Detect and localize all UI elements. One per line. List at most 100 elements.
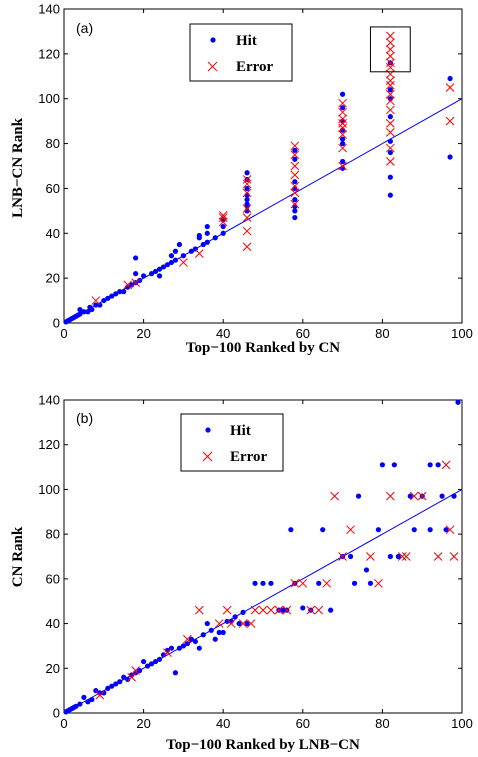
- chart-b-hit-point: [347, 553, 354, 560]
- chart-a-error-point: [338, 130, 347, 139]
- chart-a-hit-point: [244, 185, 250, 192]
- chart-b-error-point: [131, 666, 140, 675]
- chart-b-error-point: [274, 605, 284, 615]
- chart-b-hit-point: [427, 462, 433, 468]
- chart-b-hit-point: [435, 462, 441, 468]
- chart-b-hit-point: [252, 580, 258, 586]
- chart-a-error-point: [290, 181, 300, 191]
- chart-a-hit-point: [188, 248, 194, 254]
- chart-a-hit-point: [156, 273, 163, 279]
- chart-a-hit-point: [160, 264, 167, 270]
- chart-a-hit-point: [212, 235, 218, 241]
- chart-a-hit-point: [244, 170, 250, 176]
- chart-b-hit-point: [212, 636, 218, 642]
- chart-b-x-tick-label: 20: [136, 716, 150, 731]
- chart-a-error-point: [242, 242, 252, 252]
- chart-a-y-tick-label: 120: [38, 46, 60, 61]
- chart-b-error-point: [214, 619, 224, 628]
- chart-a-axes-frame: [63, 8, 463, 324]
- chart-b-hit-point: [77, 701, 83, 707]
- chart-a-hit-point: [172, 248, 179, 254]
- chart-b-x-axis-label: Top−100 Ranked by LNB−CN: [166, 737, 360, 753]
- chart-b-hit-point: [144, 663, 151, 669]
- chart-a-hit-point: [168, 259, 175, 266]
- chart-b-hit-point: [208, 627, 214, 633]
- chart-b-error-point: [409, 491, 419, 501]
- chart-a-error-point: [290, 170, 300, 180]
- chart-b-hit-point: [89, 696, 95, 703]
- chart-b-error-point: [417, 491, 427, 501]
- chart-a-error-point: [290, 141, 300, 151]
- chart-b-hit-point: [200, 632, 206, 638]
- chart-b-error-point: [449, 552, 459, 561]
- chart-a-hit-point: [387, 174, 393, 180]
- chart-b-hit-point: [101, 690, 107, 696]
- chart-a-hit-point: [200, 241, 206, 248]
- chart-a-hit-point: [176, 241, 183, 248]
- chart-b-x-tick-label: 80: [375, 716, 389, 731]
- chart-a-error-point: [290, 150, 300, 160]
- chart-a-x-tick-label: 0: [60, 326, 67, 341]
- chart-a-y-tick-label: 80: [46, 136, 60, 151]
- chart-a-error-point: [386, 128, 395, 137]
- chart-a-error-point: [445, 83, 455, 92]
- chart-b-x-tick-label: 60: [296, 716, 310, 731]
- chart-a-hit-point: [129, 282, 135, 288]
- chart-a-error-point: [338, 119, 347, 128]
- chart-a-error-point: [242, 188, 252, 198]
- chart-b: 0 20 40 60 80 100 0 20 40 60 80 100 120 140 (b) Hit E…: [10, 393, 473, 754]
- chart-a: 0 20 40 60 80 100 0 20 40 60 80 100 120 140 (a) Hit E…: [10, 2, 473, 357]
- chart-a-hit-point: [292, 214, 298, 221]
- chart-b-error-point: [258, 605, 268, 615]
- chart-a-error-point: [386, 62, 395, 72]
- chart-a-error-point: [386, 51, 395, 61]
- chart-a-hit-point: [340, 91, 346, 97]
- chart-b-hit-point: [328, 607, 334, 613]
- chart-a-hit-point: [204, 230, 210, 236]
- chart-a-hit-point: [387, 87, 393, 93]
- chart-a-hit-point: [77, 306, 83, 313]
- chart-a-hit-point: [89, 306, 95, 313]
- chart-b-error-point: [194, 605, 204, 615]
- chart-a-legend-error-marker: [207, 61, 218, 72]
- chart-b-error-point: [397, 552, 407, 561]
- chart-a-y-tick-label: 100: [38, 91, 60, 106]
- chart-b-y-tick-label: 0: [53, 706, 60, 721]
- chart-a-hit-point: [152, 268, 159, 275]
- chart-a-error-point: [290, 188, 300, 198]
- chart-a-hit-point: [204, 239, 210, 245]
- chart-b-hit-point: [105, 685, 111, 692]
- chart-b-error-point: [374, 578, 383, 588]
- chart-a-error-point: [242, 204, 252, 213]
- chart-b-hit-point: [244, 620, 250, 627]
- chart-a-error-point: [131, 278, 140, 287]
- chart-a-error-point: [179, 258, 188, 267]
- chart-a-hit-point: [93, 302, 99, 308]
- chart-b-hit-point: [125, 676, 131, 683]
- chart-a-hit-point: [180, 253, 186, 259]
- chart-a-legend-box: [189, 23, 293, 82]
- chart-b-hit-point: [188, 636, 194, 642]
- chart-b-hit-point: [260, 580, 266, 586]
- chart-b-y-tick-label: 100: [38, 482, 60, 497]
- chart-a-hit-point: [164, 262, 171, 268]
- chart-b-error-point: [127, 672, 137, 682]
- chart-a-legend-error-label: Error: [236, 59, 274, 75]
- chart-b-hit-point: [451, 493, 457, 499]
- chart-a-hit-point: [121, 289, 127, 295]
- chart-a-error-point: [91, 296, 101, 305]
- chart-b-hit-point: [113, 681, 119, 687]
- chart-b-error-point: [226, 619, 236, 628]
- chart-b-hit-point: [172, 670, 179, 676]
- chart-b-hit-point: [387, 553, 393, 560]
- chart-a-error-point: [386, 76, 395, 86]
- chart-b-error-point: [346, 525, 355, 535]
- chart-b-hit-point: [316, 580, 322, 586]
- chart-a-x-axis-label: Top−100 Ranked by CN: [186, 340, 340, 356]
- chart-b-hit-point: [121, 674, 127, 680]
- chart-b-error-point: [163, 648, 172, 657]
- chart-b-axes-frame: [63, 399, 463, 714]
- chart-b-hit-point: [232, 614, 238, 620]
- chart-b-hit-point: [280, 607, 286, 613]
- chart-b-hit-point: [220, 629, 226, 636]
